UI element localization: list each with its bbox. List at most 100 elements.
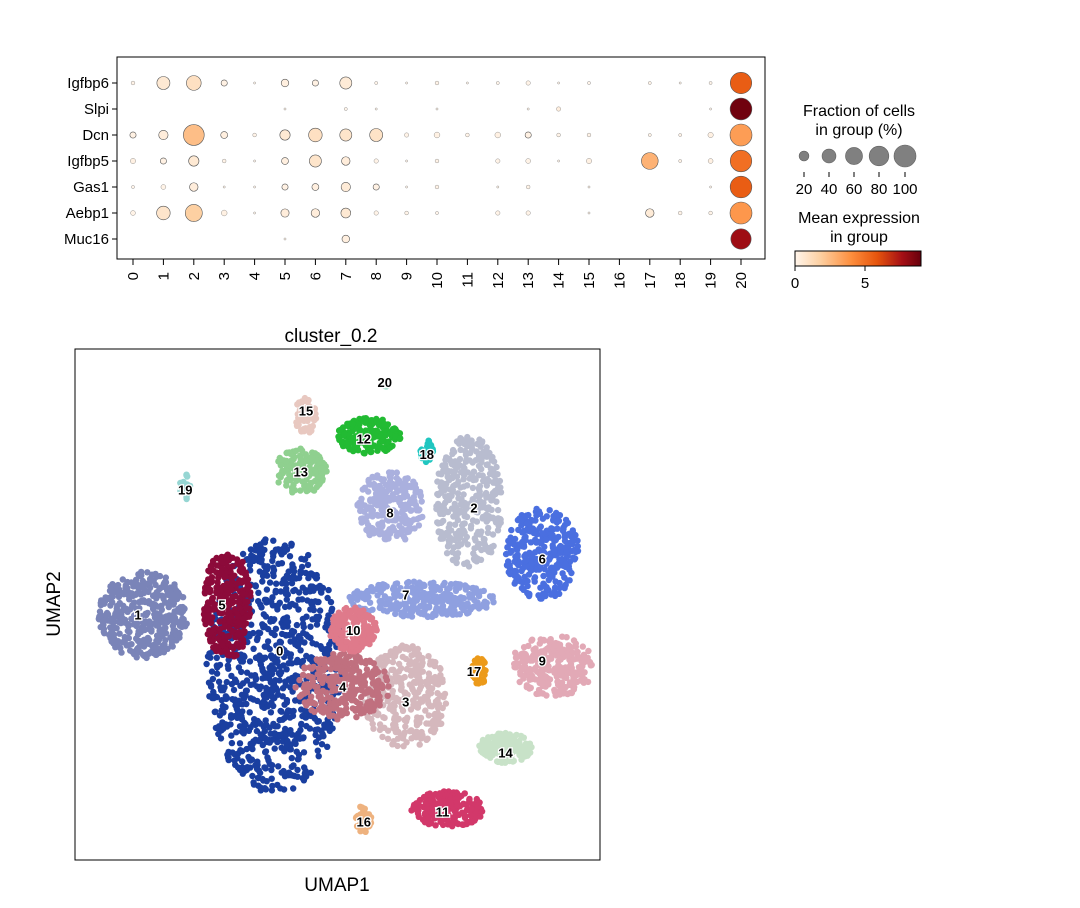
umap-point (287, 638, 294, 645)
umap-point (381, 422, 388, 429)
umap-point (437, 665, 444, 673)
dot (525, 158, 531, 164)
umap-point (406, 728, 414, 735)
umap-point (228, 714, 235, 721)
umap-cluster-label: 1 (134, 608, 141, 623)
umap-point (270, 720, 277, 728)
umap-point (204, 606, 211, 613)
umap-point (420, 611, 428, 618)
umap-point (114, 581, 122, 589)
umap-point (372, 682, 380, 690)
umap-point (372, 500, 379, 508)
umap-point (318, 741, 326, 748)
umap-point (305, 633, 312, 640)
dot (340, 207, 352, 219)
size-legend-label: 60 (846, 181, 863, 198)
umap-point (410, 600, 417, 607)
umap-point (398, 681, 405, 688)
umap-point (246, 658, 254, 665)
umap-point (203, 660, 210, 668)
umap-point (405, 646, 412, 653)
umap-point (288, 763, 295, 771)
umap-point (570, 686, 578, 693)
umap-point (336, 616, 343, 623)
umap-point (129, 602, 136, 609)
umap-point (488, 746, 495, 753)
umap-point (377, 444, 385, 451)
umap-point (476, 492, 484, 499)
umap-point (430, 579, 437, 586)
umap-point (439, 610, 446, 617)
dot (405, 185, 408, 189)
umap-point (399, 509, 406, 516)
cluster-tick-label: 5 (277, 272, 294, 280)
umap-point (315, 706, 323, 713)
cluster-tick-label: 19 (703, 272, 720, 289)
umap-point (561, 521, 569, 529)
cluster-points-14 (476, 729, 535, 766)
dot (252, 132, 257, 138)
umap-point (439, 602, 447, 609)
umap-point (537, 653, 544, 660)
umap-point (168, 635, 175, 642)
umap-point (369, 473, 376, 481)
umap-point (179, 615, 186, 622)
size-legend-dot (845, 147, 863, 165)
umap-point (417, 491, 424, 499)
umap-point (537, 523, 544, 530)
umap-point (549, 542, 556, 549)
umap-point (414, 605, 421, 612)
umap-point (389, 658, 397, 666)
dot (526, 107, 530, 111)
umap-point (264, 638, 272, 645)
umap-point (442, 456, 449, 464)
umap-point (341, 658, 348, 666)
umap-point (262, 748, 270, 755)
umap-point (386, 705, 393, 712)
cluster-points-11 (408, 788, 486, 830)
umap-point (283, 482, 290, 489)
umap-point (109, 593, 117, 600)
umap-point (524, 577, 531, 585)
umap-point (449, 819, 456, 826)
dot (729, 175, 753, 199)
umap-cluster-label: 17 (467, 664, 481, 679)
umap-point (217, 684, 224, 691)
umap-point (421, 819, 429, 826)
umap-point (297, 454, 304, 462)
dot (220, 79, 228, 87)
umap-point (243, 604, 250, 611)
umap-point (289, 489, 296, 496)
umap-point (213, 562, 221, 569)
dot (188, 155, 200, 167)
umap-point (390, 721, 397, 728)
umap-point (391, 594, 398, 601)
umap-point (346, 653, 353, 660)
umap-point (456, 611, 463, 618)
umap-point (454, 794, 461, 801)
umap-point (144, 569, 151, 576)
umap-point (292, 684, 299, 691)
umap-point (451, 808, 459, 815)
umap-point (295, 596, 302, 603)
umap-point (437, 510, 444, 517)
umap-point (225, 665, 232, 672)
umap-point (340, 631, 348, 638)
umap-point (332, 636, 339, 643)
umap-point (400, 743, 407, 750)
umap-point (280, 653, 288, 661)
umap-point (236, 740, 244, 747)
umap-point (363, 441, 371, 449)
umap-point (400, 485, 408, 492)
umap-point (228, 643, 235, 651)
umap-point (352, 654, 359, 661)
dot (222, 185, 226, 189)
umap-point (401, 494, 408, 501)
dot (645, 208, 655, 218)
umap-point (412, 658, 420, 665)
umap-point (476, 799, 483, 806)
size-legend-label: 100 (892, 181, 917, 198)
umap-point (483, 461, 490, 468)
umap-point (300, 409, 307, 416)
umap-cluster-label: 3 (402, 695, 409, 710)
